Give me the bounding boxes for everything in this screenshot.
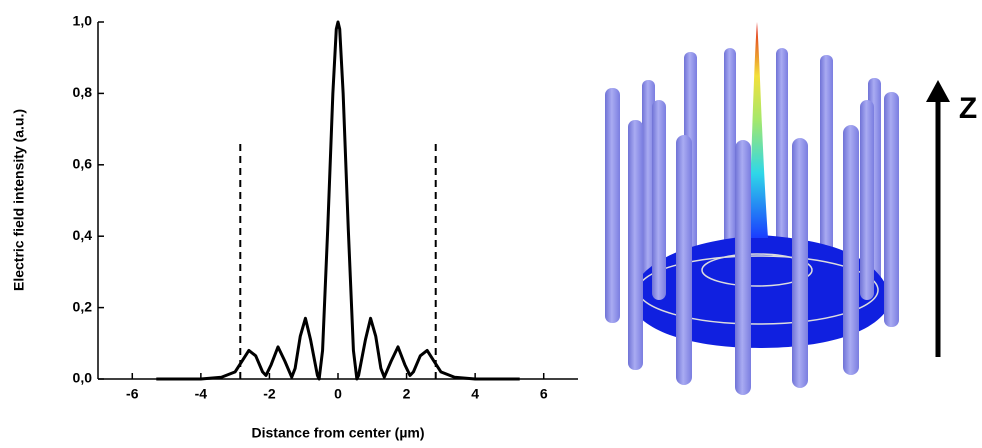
cylinder (642, 80, 655, 300)
y-tick-label: 0,6 (73, 156, 93, 172)
cylinder (676, 135, 692, 385)
cylinder (884, 92, 899, 327)
ring (701, 253, 813, 287)
cylinder (792, 138, 808, 388)
illustration: Z (605, 22, 977, 395)
field-peak (748, 22, 768, 238)
y-tick-label: 0,8 (73, 84, 93, 100)
cylinder (605, 88, 620, 323)
data-line (156, 20, 520, 381)
z-arrow-head (926, 80, 950, 102)
cylinder (652, 100, 666, 300)
front-cylinders (605, 88, 899, 395)
cylinder (843, 125, 859, 375)
x-tick-label: 2 (403, 386, 411, 402)
z-label: Z (959, 92, 977, 125)
y-tick-label: 0,4 (73, 227, 93, 243)
cylinder (860, 100, 874, 300)
y-tick-label: 0,0 (73, 370, 93, 386)
cylinder (724, 48, 736, 278)
cylinder (628, 120, 643, 370)
cylinder (820, 55, 833, 285)
x-tick-label: 4 (471, 386, 479, 402)
x-tick-label: -4 (195, 386, 208, 402)
y-tick-label: 0,2 (73, 298, 93, 314)
x-axis-label: Distance from center (µm) (252, 425, 425, 441)
x-tick-label: -6 (126, 386, 139, 402)
chart: Electric field intensity (a.u.) Distance… (11, 13, 578, 441)
y-axis-label: Electric field intensity (a.u.) (11, 109, 27, 291)
cylinder (735, 140, 751, 395)
cylinder (776, 48, 788, 278)
x-tick-label: 6 (540, 386, 548, 402)
y-tick-label: 1,0 (73, 13, 93, 29)
field-base (628, 235, 892, 348)
x-tick-label: 0 (334, 386, 342, 402)
x-tick-label: -2 (263, 386, 276, 402)
